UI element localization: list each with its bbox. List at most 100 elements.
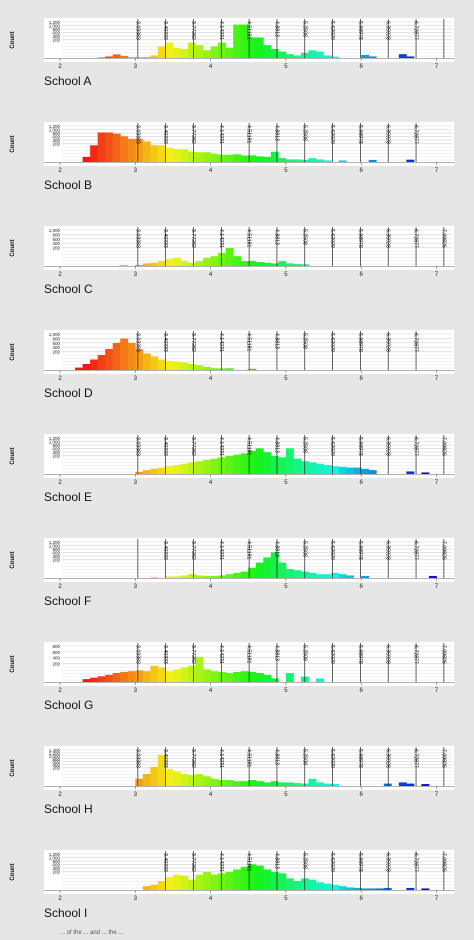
x-tick-label: 2 (58, 272, 62, 278)
histogram-bar (285, 159, 294, 162)
histogram-bar (316, 678, 324, 682)
x-tick-label: 5 (284, 168, 288, 174)
plot-area: 1,200 1,000 800 600 400 200 3.03383 3.40333 3.77… (44, 18, 454, 70)
histogram-bar (172, 149, 181, 162)
histogram-bar (180, 875, 189, 890)
cutpoint-label: 5.62029 (329, 21, 335, 40)
histogram-bar (142, 470, 151, 474)
y-axis-label: Count (8, 18, 18, 62)
histogram-bar (285, 673, 294, 682)
cutpoint-label: 4.51181 (246, 229, 252, 247)
y-tick-label: 600 (52, 135, 60, 140)
x-tick-label: 7 (435, 168, 439, 174)
cutpoint-label: 3.77282 (190, 333, 196, 352)
y-tick-label: 200 (52, 350, 60, 355)
cutpoint-label: 7.09826 (440, 645, 446, 664)
x-tick-label: 3 (134, 688, 138, 694)
y-axis-label-text: Count (10, 31, 16, 49)
x-tick-label: 2 (58, 584, 62, 590)
histogram-bar (248, 368, 257, 370)
histogram-panel: Count 1,200 1,000 800 600 400 200 3.40333 3.7728… (0, 850, 474, 930)
x-tick-label: 5 (284, 688, 288, 694)
histogram-bar (188, 462, 196, 474)
histogram-bar (105, 132, 114, 162)
y-tick-label: 800 (52, 644, 60, 649)
cutpoint-label: 3.40333 (162, 125, 168, 144)
y-axis-label: Count (8, 434, 18, 478)
histogram-bar (142, 263, 151, 266)
histogram-bar (270, 678, 279, 682)
histogram-bar (225, 248, 234, 266)
histogram-bar (368, 159, 377, 162)
x-tick-label: 4 (209, 272, 213, 278)
histogram-bar (270, 456, 279, 474)
histogram-bar (120, 671, 129, 682)
cutpoint-label: 4.51181 (246, 645, 252, 663)
histogram-bar (172, 669, 181, 682)
histogram-bar (316, 782, 324, 786)
histogram-bar (308, 572, 317, 578)
histogram-bar (263, 557, 272, 578)
school-title: School F (44, 594, 92, 608)
y-axis-label: Count (8, 538, 18, 582)
histogram-bar (270, 263, 279, 266)
x-tick-label: 2 (58, 168, 62, 174)
cutpoint-label: 3.77282 (190, 541, 196, 560)
histogram-bar (233, 24, 242, 58)
histogram-bar (157, 754, 166, 786)
histogram-bar (150, 577, 159, 578)
x-tick-label: 7 (435, 688, 439, 694)
histogram-bar (278, 562, 287, 578)
cutpoint-label: 4.8813 (273, 125, 279, 141)
histogram-bar (142, 141, 151, 162)
cutpoint-label: 7.09826 (440, 853, 446, 872)
y-tick-label: 1,200 (49, 751, 61, 756)
histogram-bar (218, 780, 227, 786)
cutpoint-label: 4.14231 (218, 853, 224, 872)
histogram-bar (75, 367, 83, 370)
histogram-bar (263, 452, 272, 474)
histogram-bar (180, 463, 189, 474)
histogram-bar (82, 156, 91, 162)
histogram-bar (180, 261, 189, 266)
y-tick-label: 600 (52, 237, 60, 242)
x-tick-label: 6 (360, 584, 364, 590)
cutpoint-label: 4.8813 (273, 645, 279, 661)
histogram-bar (316, 159, 324, 162)
y-tick-label: 400 (52, 138, 60, 143)
cutpoint-label: 6.72877 (413, 125, 419, 144)
histogram-bar (150, 55, 159, 58)
histogram-bar (263, 45, 272, 58)
x-tick-label: 7 (435, 480, 439, 486)
histogram-bar (248, 864, 257, 890)
cutpoint-label: 5.2508 (301, 853, 307, 869)
cutpoint-label: 3.40333 (162, 749, 168, 768)
cutpoint-label: 4.8813 (273, 229, 279, 245)
cutpoint-label: 3.40333 (162, 541, 168, 560)
histogram-bar (240, 866, 249, 890)
histogram-bar (323, 574, 332, 578)
histogram-bar (285, 782, 294, 786)
school-title: School C (44, 282, 93, 296)
cutpoint-label: 4.51181 (246, 749, 252, 767)
cutpoint-label: 5.62029 (329, 749, 335, 768)
y-tick-label: 1,000 (49, 228, 61, 233)
histogram-bar (188, 574, 196, 578)
x-tick-label: 2 (58, 376, 62, 382)
histogram-bar (293, 458, 302, 474)
histogram-bar (293, 881, 302, 890)
histogram-bar (218, 42, 227, 58)
histogram-bar (278, 782, 287, 786)
histogram-bar (157, 881, 166, 890)
y-tick-label: 200 (52, 870, 60, 875)
histogram-bar (172, 874, 181, 890)
cutpoint-label: 7.09826 (440, 749, 446, 768)
histogram-bar (346, 467, 355, 474)
histogram-bar (263, 782, 272, 786)
histogram-bar (150, 145, 159, 162)
histogram-bar (112, 133, 121, 162)
cutpoint-label: 4.8813 (273, 333, 279, 349)
cutpoint-label: 3.03383 (134, 333, 140, 352)
